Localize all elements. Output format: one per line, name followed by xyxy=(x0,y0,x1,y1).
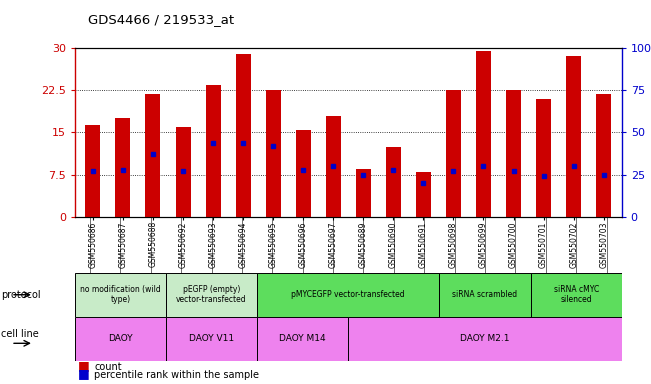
Bar xyxy=(476,51,491,217)
Bar xyxy=(296,130,311,217)
Bar xyxy=(236,54,251,217)
Text: GDS4466 / 219533_at: GDS4466 / 219533_at xyxy=(88,13,234,26)
Bar xyxy=(166,317,257,361)
Text: ■: ■ xyxy=(78,367,90,380)
Bar xyxy=(115,118,130,217)
Text: percentile rank within the sample: percentile rank within the sample xyxy=(94,370,259,380)
Text: no modification (wild
type): no modification (wild type) xyxy=(80,285,161,305)
Bar xyxy=(566,56,581,217)
Text: cell line: cell line xyxy=(1,329,39,339)
Text: protocol: protocol xyxy=(1,290,41,300)
Text: DAOY M14: DAOY M14 xyxy=(279,334,326,343)
Bar xyxy=(257,273,439,317)
Bar xyxy=(75,317,166,361)
Text: DAOY: DAOY xyxy=(108,334,133,343)
Bar xyxy=(206,84,221,217)
Bar xyxy=(166,273,257,317)
Bar xyxy=(386,147,401,217)
Text: siRNA scrambled: siRNA scrambled xyxy=(452,290,518,299)
Text: count: count xyxy=(94,362,122,372)
Bar xyxy=(416,172,431,217)
Bar xyxy=(348,317,622,361)
Bar xyxy=(266,90,281,217)
Text: pEGFP (empty)
vector-transfected: pEGFP (empty) vector-transfected xyxy=(176,285,247,305)
Bar xyxy=(536,99,551,217)
Text: pMYCEGFP vector-transfected: pMYCEGFP vector-transfected xyxy=(292,290,405,299)
Bar xyxy=(176,127,191,217)
Bar xyxy=(145,94,161,217)
Text: siRNA cMYC
silenced: siRNA cMYC silenced xyxy=(553,285,599,305)
Bar xyxy=(326,116,340,217)
Text: ■: ■ xyxy=(78,359,90,372)
Bar xyxy=(257,317,348,361)
Text: DAOY V11: DAOY V11 xyxy=(189,334,234,343)
Bar xyxy=(85,125,100,217)
Bar xyxy=(439,273,531,317)
Bar xyxy=(506,90,521,217)
Bar xyxy=(531,273,622,317)
Bar xyxy=(446,90,461,217)
Text: DAOY M2.1: DAOY M2.1 xyxy=(460,334,510,343)
Bar xyxy=(596,94,611,217)
Bar xyxy=(356,169,371,217)
Bar xyxy=(75,273,166,317)
